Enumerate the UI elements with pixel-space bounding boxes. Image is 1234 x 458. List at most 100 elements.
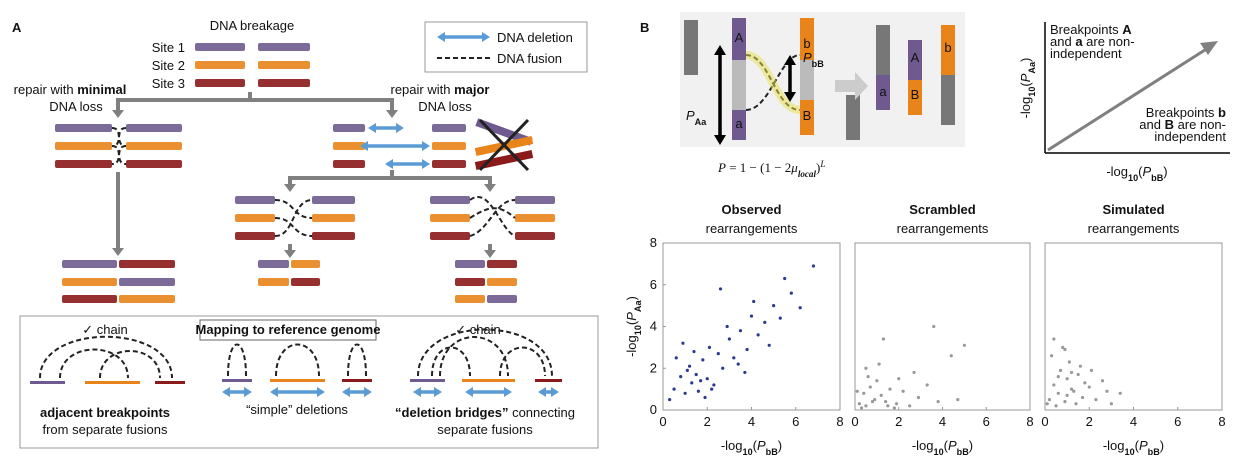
- point: [701, 358, 705, 362]
- arrow-head: [385, 159, 393, 169]
- chromosome: [455, 260, 485, 268]
- x-tick-label: 8: [1218, 414, 1225, 429]
- breakpoint-letter: a: [735, 116, 743, 131]
- point: [694, 372, 698, 377]
- point: [1056, 391, 1060, 395]
- chromosome: [432, 142, 466, 150]
- model-diagram-bg: [680, 12, 965, 147]
- point: [932, 324, 936, 329]
- axis-label: -log10(PbB): [1106, 164, 1167, 183]
- arrow-head: [484, 250, 496, 258]
- chromosome: [876, 75, 890, 110]
- arrow-head: [465, 387, 473, 397]
- chromosome: [291, 260, 320, 268]
- arrow-head: [437, 32, 445, 42]
- panel-label: B: [640, 20, 649, 35]
- text-part: A: [1122, 22, 1132, 37]
- point: [1069, 370, 1074, 375]
- axis-label: -log10(PAa): [1018, 58, 1037, 119]
- fusion-arc: [59, 348, 129, 379]
- chromosome: [684, 20, 698, 75]
- chromosome: [455, 295, 485, 303]
- point: [864, 366, 868, 370]
- x-tick-label: 0: [659, 414, 666, 429]
- point: [767, 343, 771, 347]
- y-tick-label: 8: [650, 235, 657, 250]
- point: [1089, 368, 1094, 372]
- chromosome: [258, 61, 310, 69]
- point: [886, 404, 890, 408]
- text-part: L: [819, 159, 825, 169]
- y-tick-label: 2: [650, 360, 657, 375]
- segment: [462, 379, 515, 382]
- plot-frame: [662, 242, 841, 411]
- point: [692, 349, 696, 354]
- arrow-head: [244, 387, 252, 397]
- arrow-head: [317, 387, 325, 397]
- text-part: are non-: [1083, 34, 1135, 49]
- text-part: -log: [1103, 438, 1125, 453]
- point: [1061, 345, 1065, 349]
- point: [772, 304, 776, 308]
- breakpoint-letter: B: [911, 87, 920, 102]
- panel-label: A: [12, 20, 22, 35]
- text-part: bB: [957, 447, 970, 457]
- arrow-head: [714, 45, 726, 55]
- discarded-chromosome: [475, 118, 533, 146]
- text-part: Aa: [633, 300, 643, 313]
- point: [736, 362, 740, 366]
- point: [679, 375, 683, 379]
- arrow-head: [538, 387, 546, 397]
- text-part: and: [1139, 117, 1164, 132]
- panel-title: DNA breakage: [210, 18, 295, 33]
- point: [789, 291, 793, 295]
- point: [738, 329, 743, 333]
- point: [1074, 402, 1078, 406]
- arrow-head: [112, 110, 124, 118]
- point: [1109, 402, 1113, 406]
- axis-label: -log10(PbB): [912, 438, 973, 457]
- point: [862, 391, 866, 395]
- segment: [85, 381, 140, 384]
- point: [710, 387, 714, 391]
- point: [901, 389, 905, 393]
- fusion-line: [274, 199, 313, 219]
- chromosome: [333, 124, 365, 132]
- arrow-head: [504, 387, 512, 397]
- chromosome: [846, 95, 860, 140]
- point: [884, 400, 888, 404]
- text-part: ): [1018, 58, 1033, 62]
- point: [798, 306, 802, 310]
- text-part: (: [753, 438, 758, 453]
- chromosome: [235, 232, 275, 240]
- text-part: (: [624, 320, 639, 325]
- plot-frame: [854, 242, 1031, 411]
- chromosome: [312, 196, 355, 204]
- repair-label: DNA loss: [418, 99, 472, 114]
- axis-label: -log10(PAa): [624, 296, 643, 357]
- point: [699, 379, 703, 383]
- point: [912, 370, 916, 375]
- site-label: Site 3: [152, 76, 185, 91]
- arrow-head: [422, 159, 430, 169]
- point: [892, 406, 896, 410]
- text-part: a: [1075, 34, 1083, 49]
- text-part: 10: [1125, 447, 1135, 457]
- segment: [410, 379, 445, 382]
- text-part: 10: [1128, 173, 1138, 183]
- breakpoint-letter: A: [911, 50, 920, 65]
- arrow-head: [551, 387, 559, 397]
- chart-title: Simulated: [1102, 202, 1164, 217]
- point: [1047, 397, 1052, 402]
- chromosome: [487, 295, 517, 303]
- chromosome: [941, 75, 955, 125]
- point: [712, 383, 716, 387]
- chromosome: [62, 260, 117, 268]
- point: [718, 287, 723, 291]
- fusion-arc: [99, 350, 161, 379]
- point: [1065, 393, 1069, 397]
- point: [696, 389, 701, 393]
- fusion-arc: [431, 346, 471, 377]
- trend-arrow: [1047, 46, 1209, 152]
- chromosome: [732, 110, 746, 140]
